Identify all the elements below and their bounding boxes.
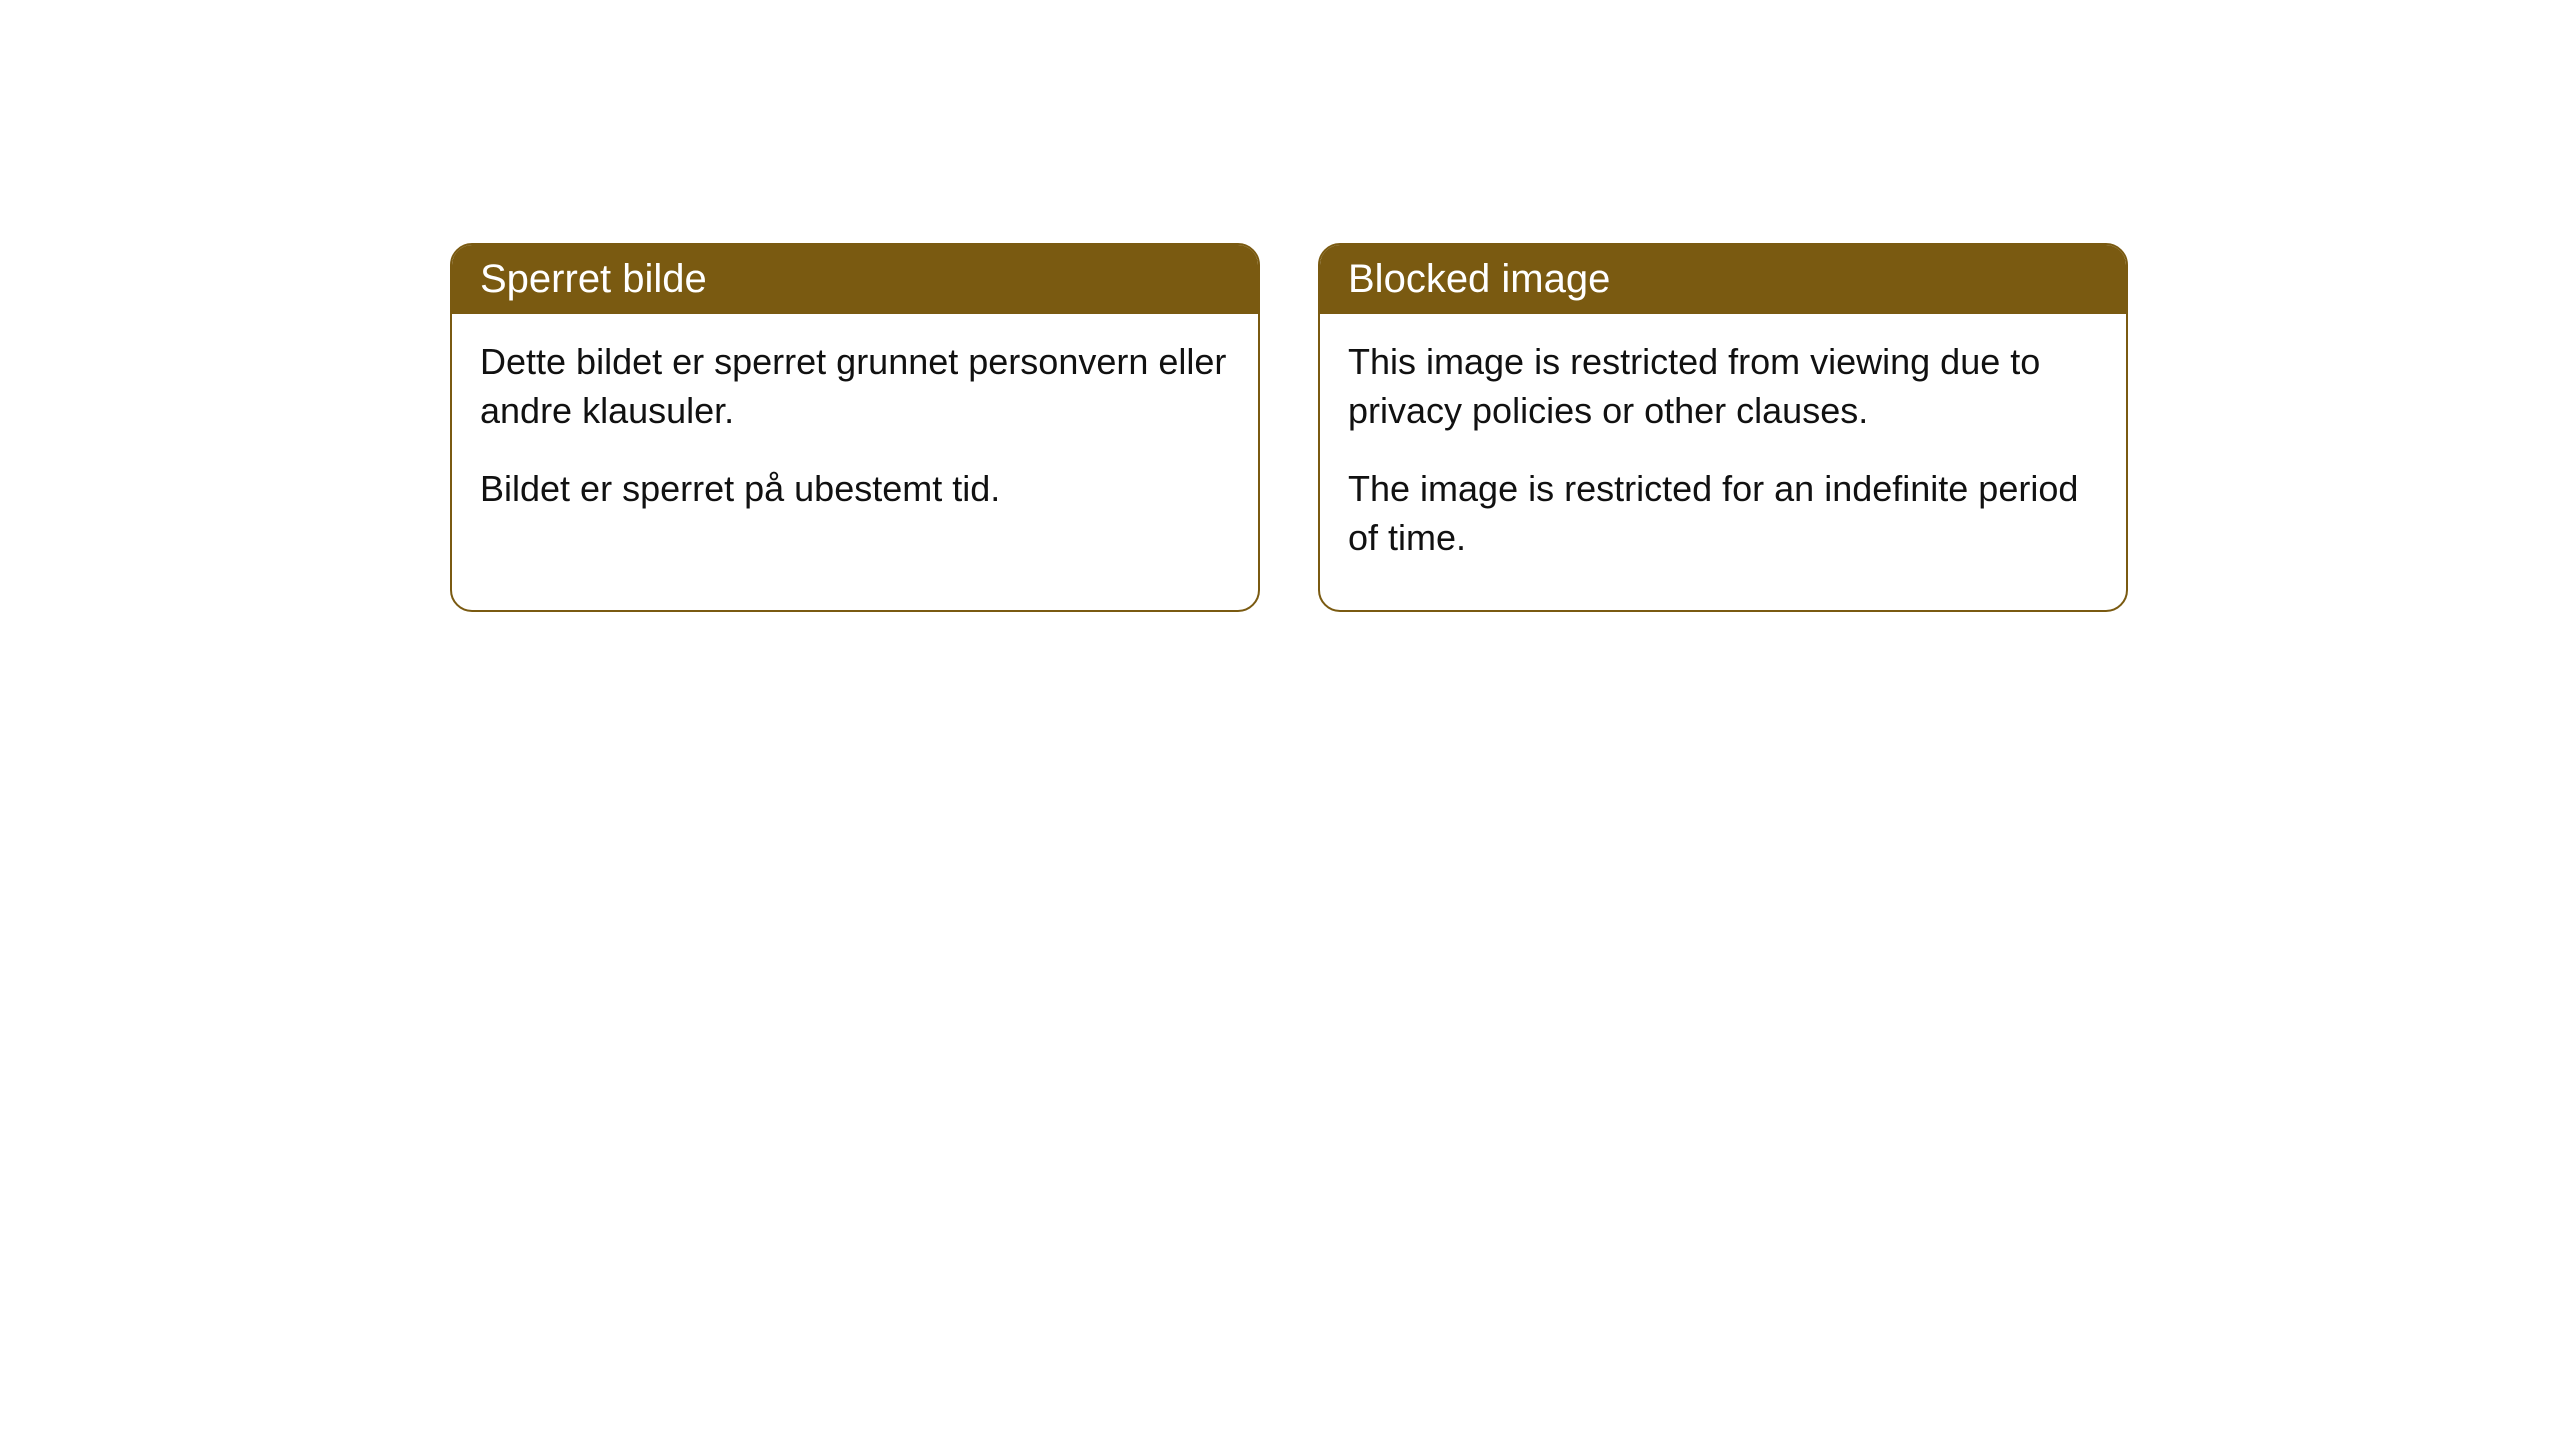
card-title: Blocked image xyxy=(1348,257,1610,301)
notice-cards-container: Sperret bilde Dette bildet er sperret gr… xyxy=(450,243,2128,612)
card-paragraph: This image is restricted from viewing du… xyxy=(1348,338,2098,435)
notice-card-norwegian: Sperret bilde Dette bildet er sperret gr… xyxy=(450,243,1260,612)
card-paragraph: The image is restricted for an indefinit… xyxy=(1348,465,2098,562)
notice-card-english: Blocked image This image is restricted f… xyxy=(1318,243,2128,612)
card-paragraph: Bildet er sperret på ubestemt tid. xyxy=(480,465,1230,514)
card-title: Sperret bilde xyxy=(480,257,707,301)
card-body: This image is restricted from viewing du… xyxy=(1320,314,2126,610)
card-body: Dette bildet er sperret grunnet personve… xyxy=(452,314,1258,562)
card-paragraph: Dette bildet er sperret grunnet personve… xyxy=(480,338,1230,435)
card-header: Blocked image xyxy=(1320,245,2126,314)
card-header: Sperret bilde xyxy=(452,245,1258,314)
